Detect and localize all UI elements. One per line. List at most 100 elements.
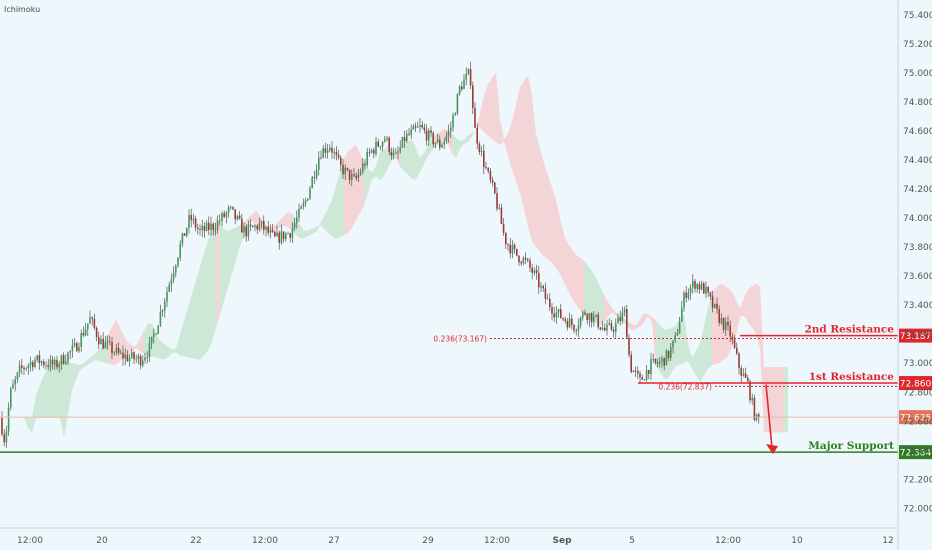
- candle-body: [571, 318, 573, 325]
- candle-body: [689, 287, 692, 293]
- candle-body: [392, 153, 395, 156]
- candle-body: [102, 338, 104, 349]
- candle-body: [40, 361, 43, 364]
- candle-body: [729, 325, 731, 337]
- candle-body: [529, 260, 531, 268]
- cloud-segment: [404, 140, 408, 175]
- candle-body: [78, 347, 80, 352]
- candle-body: [54, 359, 56, 365]
- x-tick-label: 12:00: [252, 536, 278, 546]
- candle-body: [725, 321, 727, 330]
- candle-body: [454, 113, 456, 116]
- candle-body: [560, 309, 562, 318]
- cloud-segment: [236, 225, 240, 261]
- candle-body: [337, 154, 340, 158]
- cloud-segment: [204, 240, 208, 356]
- candle-body: [489, 171, 492, 180]
- candle-body: [3, 434, 5, 443]
- cloud-segment: [368, 168, 372, 193]
- candle-body: [115, 347, 118, 353]
- cloud-segment: [76, 364, 80, 380]
- candle-body: [447, 131, 450, 136]
- cloud-segment: [732, 292, 736, 348]
- candle-body: [249, 224, 252, 226]
- candle-body: [84, 329, 87, 336]
- candle-body: [586, 314, 588, 320]
- candle-body: [683, 292, 685, 308]
- candle-body: [315, 169, 318, 178]
- candle-body: [483, 150, 485, 167]
- candle-body: [340, 157, 342, 165]
- x-tick-label: 27: [328, 536, 339, 546]
- cloud-segment: [360, 153, 364, 213]
- candle-body: [432, 132, 434, 145]
- candle-body: [144, 357, 146, 361]
- candle-body: [696, 284, 698, 289]
- candle-body: [659, 361, 661, 364]
- candle-body: [368, 152, 371, 153]
- cloud-segment: [196, 266, 200, 360]
- cloud-segment: [440, 129, 444, 143]
- candle-body: [139, 356, 142, 366]
- candle-body: [93, 318, 96, 328]
- cloud-segment: [752, 283, 756, 334]
- candle-body: [14, 379, 16, 385]
- candle-body: [260, 221, 263, 224]
- candle-body: [397, 151, 399, 154]
- candle-body: [82, 333, 85, 336]
- candle-body: [192, 218, 195, 221]
- candle-body: [131, 352, 133, 358]
- x-tick-label: 12:00: [17, 536, 43, 546]
- candle-body: [254, 225, 256, 228]
- cloud-segment: [344, 150, 348, 236]
- cloud-segment: [200, 253, 204, 360]
- candle-body: [648, 370, 650, 375]
- cloud-segment: [408, 140, 412, 179]
- cloud-segment: [452, 133, 456, 158]
- cloud-segment: [372, 165, 376, 180]
- candle-body: [672, 340, 674, 348]
- candle-body: [168, 284, 170, 292]
- candle-body: [740, 368, 742, 376]
- candle-body: [245, 226, 247, 237]
- candle-body: [711, 296, 714, 308]
- candle-body: [406, 133, 408, 142]
- cloud-segment: [332, 186, 336, 239]
- candle-body: [518, 255, 520, 263]
- candle-body: [238, 215, 241, 219]
- cloud-segment: [532, 95, 536, 247]
- candle-body: [667, 350, 670, 358]
- candle-body: [276, 232, 278, 237]
- candle-body: [608, 323, 610, 325]
- y-tick-label: 74.600: [903, 127, 932, 137]
- cloud-segment: [288, 212, 292, 231]
- candle-body: [274, 231, 276, 237]
- cloud-segment: [536, 134, 540, 253]
- candle-body: [500, 207, 503, 225]
- candle-body: [544, 288, 547, 299]
- candle-body: [626, 309, 628, 338]
- candle-body: [333, 151, 335, 153]
- cloud-segment: [116, 319, 120, 365]
- candle-body: [505, 232, 507, 245]
- cloud-segment: [232, 227, 236, 274]
- candle-body: [89, 317, 91, 324]
- cloud-segment: [644, 313, 648, 323]
- cloud-segment: [36, 384, 40, 418]
- candle-body: [698, 284, 701, 290]
- current-price-badge: [899, 410, 932, 425]
- candle-body: [742, 373, 745, 376]
- cloud-segment: [708, 292, 712, 369]
- candle-body: [329, 147, 331, 151]
- candle-body: [472, 85, 474, 108]
- cloud-segment: [24, 417, 28, 428]
- candle-body: [496, 193, 498, 209]
- candle-body: [513, 245, 516, 249]
- candle-body: [467, 68, 470, 74]
- candle-body: [362, 163, 364, 173]
- cloud-segment: [572, 249, 576, 305]
- cloud-segment: [516, 87, 520, 193]
- cloud-segment: [612, 307, 616, 316]
- y-tick-label: 72.200: [903, 475, 932, 485]
